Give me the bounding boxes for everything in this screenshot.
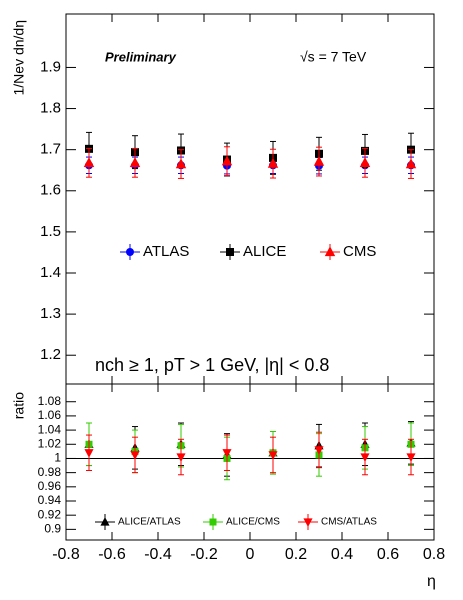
legend-marker [324, 246, 336, 257]
data-point [360, 453, 370, 463]
y-tick-label: 1.2 [40, 346, 61, 363]
x-tick-label: -0.6 [98, 546, 126, 563]
x-tick-label: 0.8 [423, 546, 445, 563]
data-point [222, 449, 232, 458]
legend-marker [126, 248, 134, 256]
x-tick-label: -0.4 [144, 546, 172, 563]
y-tick-label: 1.8 [40, 100, 61, 117]
legend-marker [100, 516, 110, 526]
data-point [314, 446, 324, 455]
y-tick-label: 1 [54, 451, 61, 465]
x-tick-label: 0.2 [285, 546, 307, 563]
x-tick-label: 0.6 [377, 546, 399, 563]
y-tick-label: 1.06 [38, 408, 62, 422]
y-tick-label: 0.92 [38, 507, 62, 521]
data-point [359, 157, 371, 167]
legend-marker [303, 518, 313, 528]
legend-marker [209, 518, 217, 526]
y-tick-label: 0.94 [38, 493, 62, 507]
legend-label: ATLAS [143, 243, 189, 260]
x-tick-label: 0 [246, 546, 255, 563]
y-tick-label: 1.08 [38, 394, 62, 408]
y-tick-label: 1.6 [40, 182, 61, 199]
data-point [267, 157, 279, 168]
x-tick-label: 0.4 [331, 546, 353, 563]
y-tick-label: 1.04 [38, 422, 62, 436]
legend-marker [226, 248, 234, 256]
y-tick-label: 1.7 [40, 141, 61, 158]
data-point [176, 453, 186, 463]
data-point [406, 453, 416, 463]
x-tick-label: -0.2 [190, 546, 218, 563]
annotation: nch ≥ 1, pT > 1 GeV, |η| < 0.8 [95, 355, 329, 375]
y-tick-label: 1.4 [40, 264, 61, 281]
y-axis-label: ratio [11, 392, 27, 419]
plot-frame [65, 13, 435, 385]
annotation: Preliminary [105, 49, 177, 64]
data-point [84, 449, 94, 458]
data-point [313, 155, 325, 166]
legend-label: CMS/ATLAS [321, 517, 377, 528]
y-tick-label: 0.98 [38, 465, 62, 479]
y-tick-label: 1.5 [40, 223, 61, 240]
data-point [405, 158, 417, 169]
annotation: √s = 7 TeV [300, 49, 367, 65]
y-tick-label: 0.9 [44, 522, 61, 536]
y-axis-label: 1/Nev dn/dη [11, 20, 27, 96]
data-point [129, 157, 141, 167]
y-tick-label: 1.9 [40, 58, 61, 75]
y-tick-label: 0.96 [38, 479, 62, 493]
legend-label: ALICE/ATLAS [118, 517, 181, 528]
x-axis-label: η [427, 573, 436, 590]
y-tick-label: 1.02 [38, 436, 62, 450]
x-tick-label: -0.8 [52, 546, 80, 563]
legend-label: ALICE [243, 243, 286, 260]
y-tick-label: 1.3 [40, 305, 61, 322]
data-point [221, 155, 233, 166]
data-point [83, 157, 95, 167]
data-point [175, 158, 187, 169]
data-point [268, 451, 278, 460]
legend-label: ALICE/CMS [226, 517, 280, 528]
data-point [130, 451, 140, 460]
legend-label: CMS [343, 243, 376, 260]
